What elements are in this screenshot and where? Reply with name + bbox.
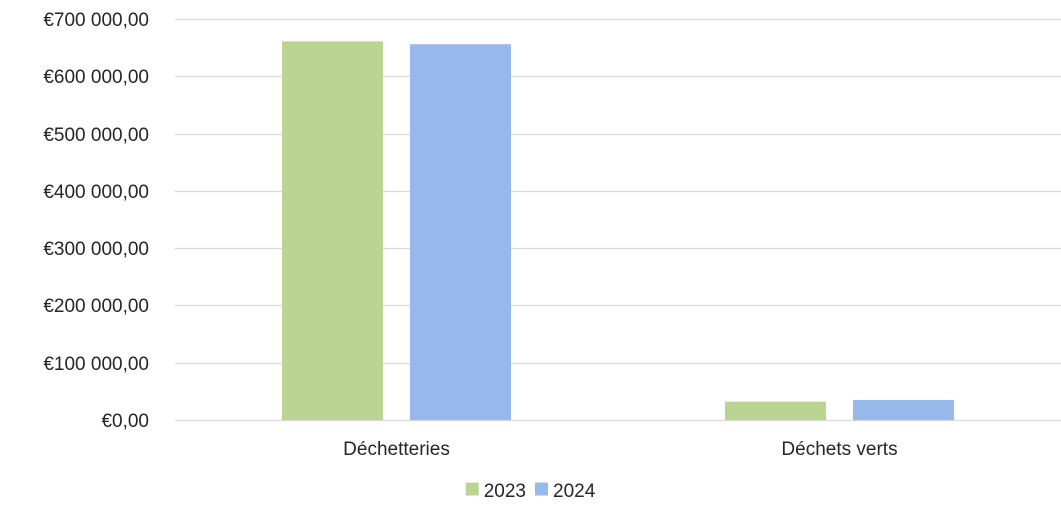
legend-swatch-2023 <box>465 482 479 496</box>
bar-2024-1 <box>410 44 511 420</box>
x-axis-category-labels: Déchetteries Déchets verts <box>343 439 897 460</box>
y-tick-label: €500 000,00 <box>43 125 149 146</box>
legend-swatch-2024 <box>535 482 548 496</box>
legend-label: 2024 <box>553 481 596 502</box>
y-tick-label: €300 000,00 <box>43 239 149 260</box>
bar-2023-2 <box>725 401 826 420</box>
y-tick-label: €700 000,00 <box>43 10 149 31</box>
legend: 2023 2024 <box>465 481 596 502</box>
y-tick-label: €400 000,00 <box>43 182 149 203</box>
x-category-label: Déchets verts <box>781 439 897 460</box>
y-axis-tick-labels: €0,00 €100 000,00 €200 000,00 €300 000,00 €4… <box>43 10 149 432</box>
y-tick-label: €0,00 <box>101 411 149 432</box>
x-category-label: Déchetteries <box>343 439 450 460</box>
bars <box>282 41 954 420</box>
bar-2023-1 <box>282 41 383 420</box>
legend-label: 2023 <box>484 481 526 502</box>
y-tick-label: €100 000,00 <box>43 354 149 375</box>
y-tick-label: €600 000,00 <box>43 67 149 88</box>
bar-2024-2 <box>853 399 954 420</box>
y-tick-label: €200 000,00 <box>43 296 149 317</box>
